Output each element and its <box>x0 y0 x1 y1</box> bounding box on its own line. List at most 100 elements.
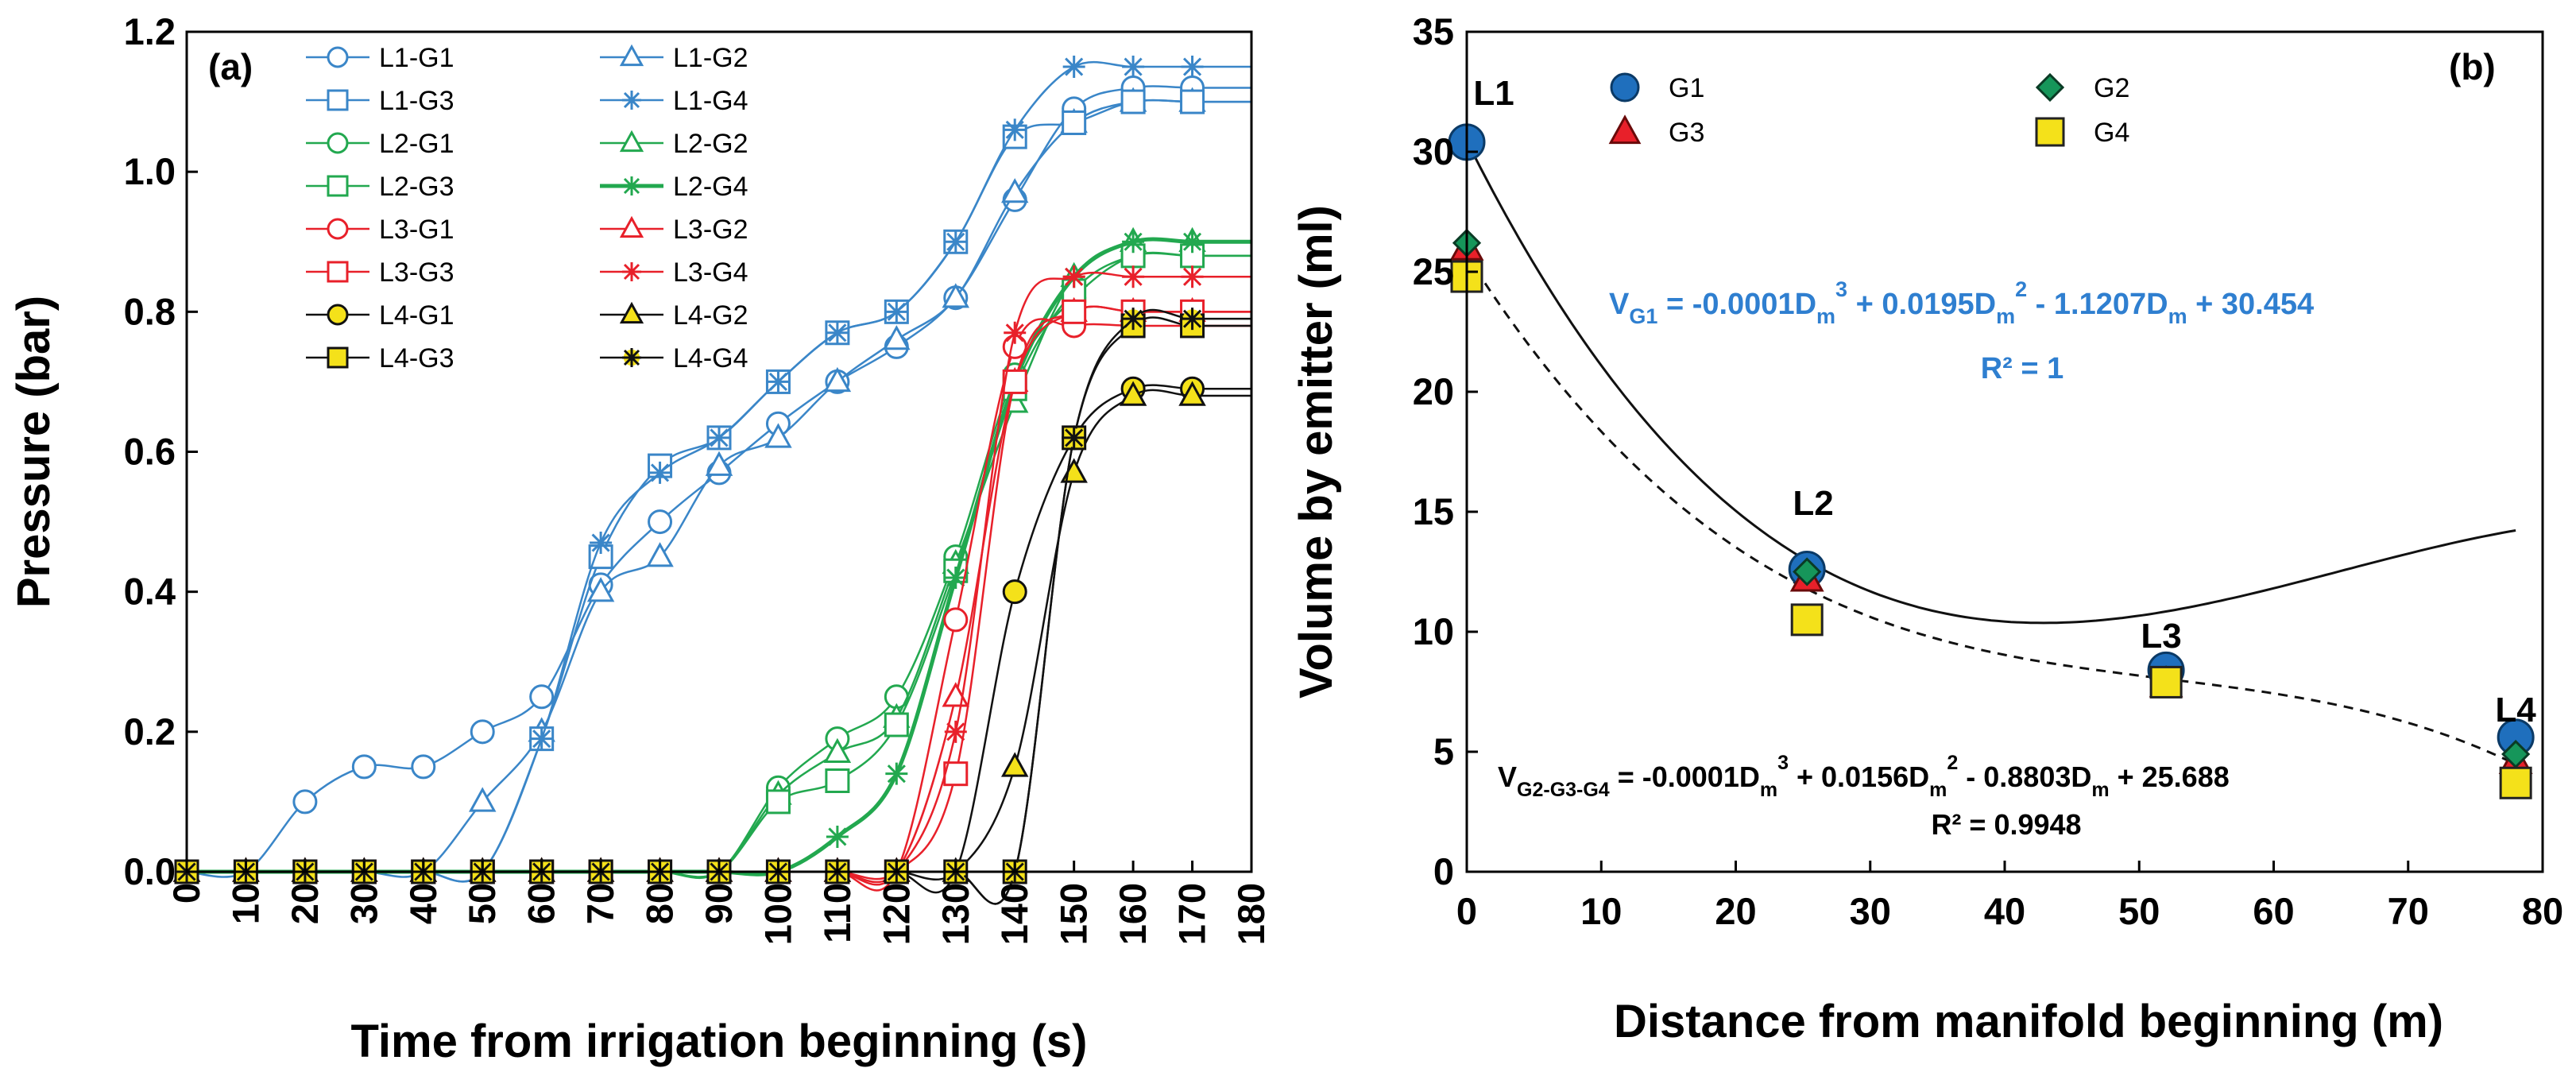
chart-a-x-tick-label: 140 <box>993 883 1035 945</box>
chart-a-data-point <box>883 325 911 350</box>
chart-a-data-point <box>823 737 852 763</box>
chart-a-panel-label: (a) <box>208 46 253 87</box>
chart-b-y-tick-label: 0 <box>1433 850 1454 892</box>
chart-a-series-l1-g2 <box>172 87 1251 882</box>
chart-a-data-point <box>529 684 555 710</box>
chart-a-series-line <box>187 305 1251 880</box>
chart-b-point-label: L1 <box>1473 74 1514 113</box>
chart-a-legend-marker <box>327 132 349 154</box>
chart-a-legend-item: L1-G1 <box>306 43 454 73</box>
chart-a-data-point <box>1181 230 1204 253</box>
chart-a-series-l2-g1 <box>174 243 1251 884</box>
chart-a-legend-label: L2-G3 <box>379 172 454 202</box>
chart-a-legend-label: L1-G1 <box>379 43 454 73</box>
chart-a-data-point <box>590 532 613 555</box>
chart-a-data-point <box>885 762 908 785</box>
chart-a-data-point <box>530 727 553 750</box>
chart-a-data-point <box>1181 56 1204 79</box>
chart-b-legend-marker <box>1608 114 1642 145</box>
chart-a-legend-item: L4-G1 <box>306 300 454 331</box>
chart-a-legend-label: L4-G2 <box>673 300 748 331</box>
chart-a-x-tick-label: 120 <box>875 883 917 945</box>
chart-a-series-line <box>187 318 1251 892</box>
chart-a-x-tick-label: 170 <box>1171 883 1213 945</box>
chart-a-data-point <box>826 825 849 848</box>
chart-a-data-point <box>944 567 967 590</box>
chart-b-y-tick-label: 35 <box>1413 10 1454 52</box>
chart-a-data-point <box>1178 381 1206 406</box>
chart-a-data-point <box>1062 110 1087 136</box>
chart-a-series-l3-g3 <box>174 299 1251 884</box>
chart-b-fit-curve-g2-g3-g4 <box>1465 254 2516 766</box>
chart-a-y-tick-label: 0.6 <box>124 431 176 473</box>
chart-b-y-tick-label: 15 <box>1413 490 1454 532</box>
chart-a-x-tick-label: 30 <box>342 883 385 924</box>
chart-a-data-point <box>764 423 792 448</box>
chart-b-data-point <box>1790 603 1824 637</box>
chart-a-legend-label: L3-G3 <box>379 257 454 288</box>
chart-a-x-tick-label: 50 <box>461 883 503 924</box>
chart-b-legend-item: G3 <box>1608 114 1704 148</box>
chart-a-x-tick-label: 0 <box>165 883 207 904</box>
chart-a-data-point <box>1000 752 1029 777</box>
chart-a-series-l4-g2 <box>172 381 1251 882</box>
chart-a-data-point <box>1004 321 1027 344</box>
chart-a-legend-label: L1-G3 <box>379 86 454 116</box>
chart-b-fit-equation-g1: VG1 = -0.0001Dm3 + 0.0195Dm2 - 1.1207Dm … <box>1609 277 2314 328</box>
chart-a-x-tick-label: 100 <box>756 883 799 945</box>
chart-a-legend-marker <box>619 130 644 153</box>
chart-b-x-tick-label: 20 <box>1715 890 1756 932</box>
chart-a-data-point <box>1062 426 1085 449</box>
chart-b-legend-item: G4 <box>2035 117 2129 148</box>
chart-a-data-point <box>823 366 852 393</box>
chart-a-x-tick-label: 60 <box>520 883 563 924</box>
chart-a-data-point <box>1181 308 1204 331</box>
chart-b-data-point <box>2149 665 2183 699</box>
chart-a-legend-label: L4-G1 <box>379 300 454 331</box>
chart-a-series-l4-g4 <box>176 308 1251 905</box>
chart-a-data-point <box>351 754 377 780</box>
chart-a-y-tick-label: 0.2 <box>124 710 176 753</box>
chart-a-series-l3-g2 <box>172 296 1251 886</box>
chart-a-series-line <box>187 237 1251 877</box>
chart-b-x-tick-label: 50 <box>2118 890 2160 932</box>
chart-a-series-line <box>187 305 1251 886</box>
chart-b-legend-marker <box>2035 72 2065 103</box>
chart-b-x-tick-label: 40 <box>1984 890 2025 932</box>
chart-a-data-point <box>411 754 436 780</box>
chart-a-data-point <box>1002 369 1027 394</box>
chart-a-legend-marker <box>327 304 349 326</box>
chart-b-fit-equation-g2-g3-g4: VG2-G3-G4 = -0.0001Dm3 + 0.0156Dm2 - 0.8… <box>1498 752 2230 801</box>
chart-a-legend-marker <box>619 44 644 67</box>
chart-b-x-tick-label: 0 <box>1456 890 1477 932</box>
chart-a-legend-label: L1-G4 <box>673 86 748 116</box>
chart-a-legend-item: L4-G4 <box>600 343 748 373</box>
chart-b-x-tick-label: 70 <box>2388 890 2429 932</box>
chart-b-y-tick-label: 20 <box>1413 370 1454 412</box>
chart-a-y-tick-label: 1.0 <box>124 150 176 192</box>
chart-a-x-tick-label: 20 <box>284 883 326 924</box>
chart-a-legend-item: L1-G4 <box>600 86 748 116</box>
chart-b-series-g4 <box>1450 260 2532 799</box>
chart-a-data-point <box>1122 56 1145 79</box>
chart-a-data-point <box>942 283 970 308</box>
chart-b-point-labels: L1 L2 L3 L4 <box>1473 74 2536 730</box>
chart-a-x-tick-label: 90 <box>698 883 740 924</box>
chart-b-point-label: L3 <box>2141 617 2181 656</box>
chart-a-x-tick-label: 180 <box>1230 883 1272 945</box>
chart-a-data-point <box>765 789 791 815</box>
chart-b-x-tick-label: 60 <box>2253 890 2294 932</box>
chart-a-legend-item: L3-G4 <box>600 257 748 288</box>
chart-b-point-label: L2 <box>1793 484 1833 523</box>
chart-a-legend-marker <box>622 91 641 110</box>
chart-b-legend-label: G4 <box>2094 118 2129 148</box>
chart-b-panel-label: (b) <box>2449 46 2496 87</box>
chart-a-series-l4-g1 <box>174 376 1251 894</box>
chart-a-x-tick-label: 80 <box>639 883 681 924</box>
chart-a-x-axis-label: Time from irrigation beginning (s) <box>351 1016 1088 1067</box>
chart-a-legend-item: L2-G4 <box>600 172 748 202</box>
chart-a-data-point <box>1122 308 1145 331</box>
chart-a-series-line <box>187 238 1251 879</box>
chart-a-legend-marker <box>622 176 641 195</box>
